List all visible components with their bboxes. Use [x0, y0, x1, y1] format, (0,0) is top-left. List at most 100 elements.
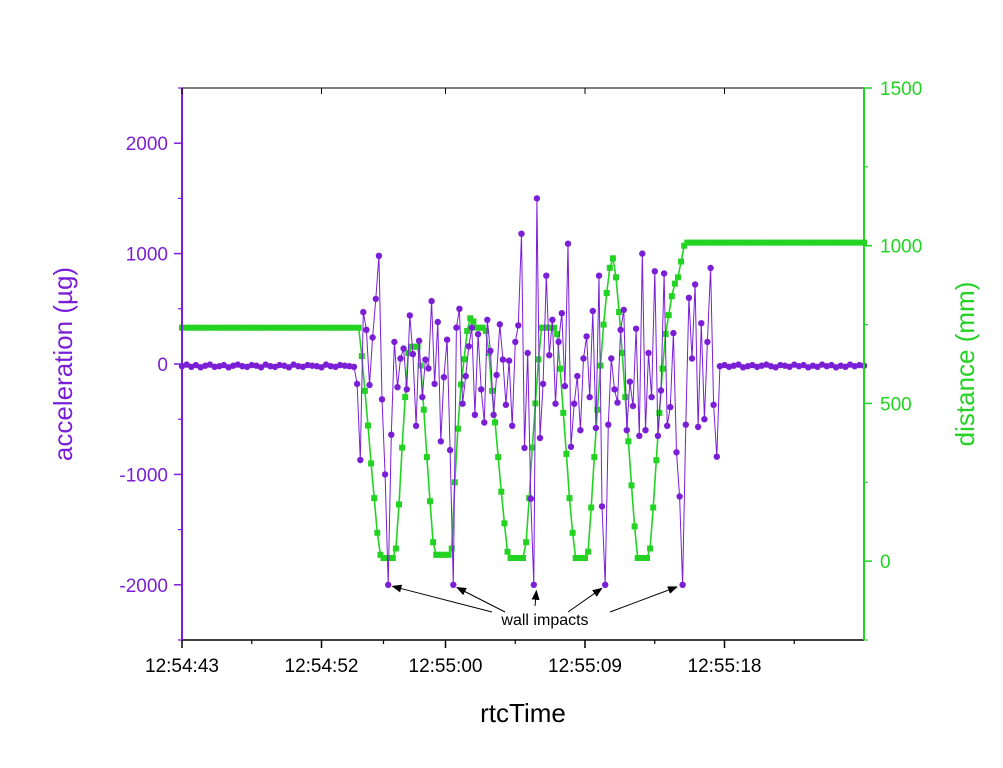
distance-point: [281, 324, 288, 331]
acceleration-point: [459, 400, 466, 407]
distance-point: [768, 239, 774, 246]
acceleration-point: [602, 581, 609, 588]
distance-point: [833, 239, 840, 246]
acceleration-point: [453, 324, 460, 331]
distance-point: [504, 548, 511, 555]
acceleration-point: [608, 355, 615, 362]
acceleration-point: [552, 400, 559, 407]
distance-point: [665, 312, 672, 319]
distance-point: [637, 555, 644, 561]
acceleration-point: [518, 230, 525, 237]
distance-point: [423, 454, 430, 461]
distance-point: [547, 324, 554, 331]
acceleration-point: [509, 422, 516, 429]
distance-point: [744, 239, 751, 246]
acceleration-point: [707, 264, 714, 272]
distance-point: [383, 555, 390, 561]
acceleration-point: [679, 581, 686, 588]
acceleration-point: [505, 357, 513, 364]
distance-point: [554, 331, 561, 337]
left-tick-label: 0: [157, 355, 168, 376]
acceleration-point: [589, 307, 596, 315]
distance-point: [492, 419, 499, 426]
distance-point: [585, 548, 592, 555]
distance-point: [693, 239, 700, 246]
acceleration-point: [660, 270, 668, 277]
distance-point: [740, 239, 747, 246]
distance-point: [234, 324, 241, 331]
acceleration-point: [558, 310, 565, 317]
acceleration-point: [583, 333, 590, 340]
acceleration-point: [651, 268, 658, 275]
acceleration-point: [592, 424, 600, 432]
right-axis-title: distance (mm): [950, 282, 980, 447]
distance-point: [408, 343, 415, 350]
acceleration-point: [487, 347, 494, 354]
distance-point: [566, 495, 573, 502]
distance-point: [640, 555, 647, 561]
distance-point: [702, 239, 709, 246]
acceleration-point: [484, 316, 491, 323]
distance-point: [427, 498, 433, 505]
acceleration-point: [388, 431, 395, 438]
distance-line: [182, 241, 864, 559]
distance-point: [675, 274, 681, 281]
distance-point: [777, 239, 784, 246]
left-axis-title: acceleration (µg): [48, 267, 78, 461]
distance-point: [781, 239, 788, 246]
acceleration-point: [369, 334, 376, 341]
acceleration-point: [496, 321, 503, 328]
acceleration-point: [688, 355, 696, 362]
distance-point: [304, 324, 311, 331]
acceleration-point: [385, 581, 392, 588]
distance-point: [248, 324, 255, 331]
distance-point: [473, 324, 480, 331]
acceleration-point: [474, 331, 482, 338]
acceleration-point: [239, 363, 246, 370]
distance-point: [591, 454, 598, 461]
acceleration-line: [181, 198, 865, 585]
acceleration-point: [564, 240, 572, 247]
acceleration-point: [611, 386, 618, 393]
acceleration-point: [567, 443, 575, 450]
acceleration-point: [431, 380, 438, 388]
acceleration-point: [645, 349, 652, 357]
distance-point: [470, 318, 477, 325]
distance-point: [707, 239, 714, 246]
acceleration-point: [577, 427, 584, 434]
distance-point: [749, 239, 756, 246]
distance-point: [842, 239, 849, 246]
acceleration-point: [481, 419, 488, 426]
distance-point: [606, 264, 613, 271]
distance-point: [681, 242, 688, 249]
acceleration-point: [440, 374, 448, 381]
distance-point: [454, 425, 461, 432]
annotation-layer: wall impacts: [391, 584, 678, 629]
acceleration-point: [620, 306, 627, 314]
distance-point: [560, 409, 567, 416]
left-tick-label: -1000: [119, 465, 168, 486]
acceleration-point: [468, 324, 475, 331]
distance-point: [557, 365, 564, 372]
distance-point: [399, 444, 406, 451]
acceleration-point: [676, 493, 683, 500]
annotation-arrow: [391, 584, 493, 613]
distance-point: [721, 239, 728, 246]
acceleration-point: [285, 364, 293, 371]
acceleration-point: [598, 503, 606, 510]
distance-point: [430, 539, 437, 546]
distance-point: [442, 551, 449, 558]
acceleration-point: [530, 581, 537, 588]
acceleration-point: [415, 337, 423, 344]
distance-point: [625, 438, 632, 445]
x-tick-label: 12:55:18: [688, 656, 762, 677]
distance-point: [847, 239, 854, 246]
distance-point: [445, 551, 452, 558]
acceleration-point: [586, 393, 593, 401]
acceleration-point: [309, 362, 316, 369]
right-tick-label: 0: [880, 552, 891, 573]
distance-point: [374, 529, 381, 536]
distance-point: [628, 482, 635, 489]
distance-point: [433, 551, 440, 558]
